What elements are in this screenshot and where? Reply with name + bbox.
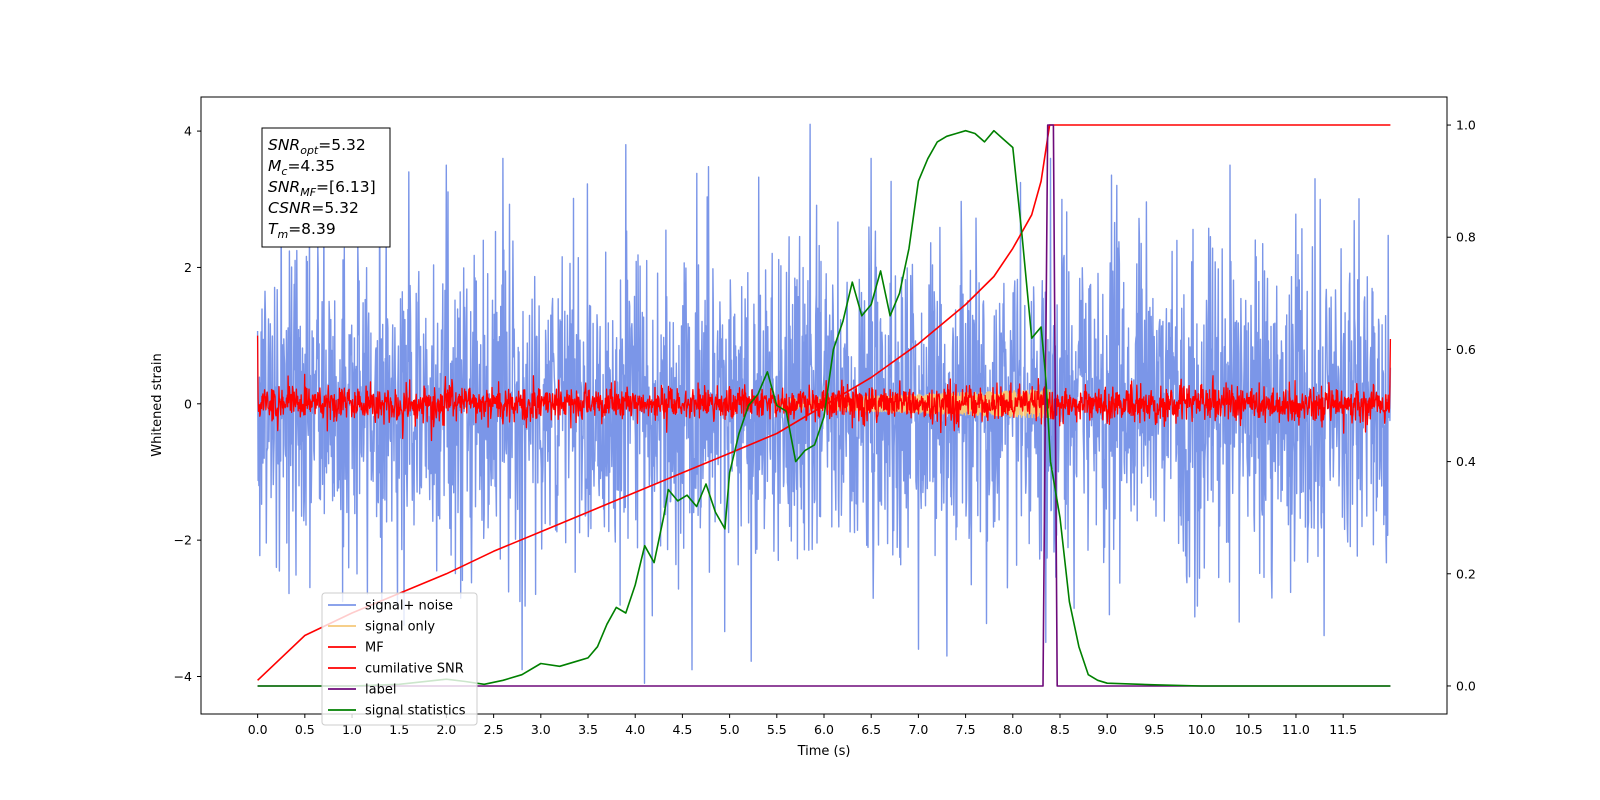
x-tick-label: 9.5	[1144, 722, 1164, 737]
series-label	[257, 124, 1391, 687]
x-tick-label: 1.5	[389, 722, 409, 737]
info-line: SNRopt=5.32	[268, 136, 366, 157]
legend: signal+ noise signal only MF cumilative SNR…	[321, 592, 478, 726]
x-tick-label: 7.0	[908, 722, 928, 737]
y-axis-title: Whitened strain	[150, 353, 165, 456]
legend-item-signal-statistics: signal statistics	[328, 704, 466, 719]
y2-tick-label: 0.4	[1456, 454, 1476, 469]
x-tick-label: 0.5	[295, 722, 315, 737]
y-tick-label: −4	[174, 669, 192, 684]
x-tick-label: 0.0	[248, 722, 268, 737]
y-tick-label: −2	[174, 533, 192, 548]
info-line: Tm=8.39	[268, 220, 336, 241]
series-mf	[256, 335, 1392, 442]
x-tick-label: 6.0	[814, 722, 834, 737]
series-line-label	[257, 124, 1391, 687]
x-axis-title: Time (s)	[797, 744, 851, 759]
x-tick-label: 2.0	[436, 722, 456, 737]
x-tick-label: 10.0	[1188, 722, 1216, 737]
info-line: Mc=4.35	[268, 157, 335, 178]
x-tick-label: 5.5	[767, 722, 787, 737]
series-line-mf	[256, 335, 1392, 442]
legend-item-cumilative-snr: cumilative SNR	[328, 662, 464, 677]
y2-tick-label: 1.0	[1456, 118, 1476, 133]
legend-label: signal statistics	[365, 704, 466, 719]
y-axis-left: −4 −2 0 2 4	[174, 124, 201, 684]
legend-label: signal only	[365, 620, 435, 635]
x-tick-label: 11.0	[1282, 722, 1310, 737]
series-line-signal-statistics	[257, 129, 1391, 687]
legend-label: signal+ noise	[365, 599, 453, 614]
series-line-signal-noise	[256, 123, 1392, 684]
y-tick-label: 0	[184, 396, 192, 411]
legend-item-signal-noise: signal+ noise	[328, 599, 453, 614]
x-tick-label: 4.5	[672, 722, 692, 737]
x-tick-label: 8.0	[1003, 722, 1023, 737]
x-tick-label: 1.0	[342, 722, 362, 737]
legend-label: MF	[365, 641, 384, 656]
info-line: CSNR=5.32	[268, 199, 359, 217]
x-tick-label: 10.5	[1235, 722, 1263, 737]
x-tick-label: 2.5	[484, 722, 504, 737]
x-axis: 0.0 0.5 1.0 1.5 2.0 2.5 3.0 3.5 4.0 4.5 5.0 5.5 6.0 6…	[248, 714, 1357, 737]
x-tick-label: 8.5	[1050, 722, 1070, 737]
y2-tick-label: 0.2	[1456, 566, 1476, 581]
x-tick-label: 7.5	[956, 722, 976, 737]
x-tick-label: 3.0	[531, 722, 551, 737]
x-tick-label: 4.0	[625, 722, 645, 737]
y-tick-label: 4	[184, 124, 192, 139]
x-tick-label: 3.5	[578, 722, 598, 737]
y-axis-right: 0.0 0.2 0.4 0.6 0.8 1.0	[1447, 118, 1476, 693]
legend-label: label	[365, 683, 396, 698]
legend-item-signal-only: signal only	[328, 620, 435, 635]
x-tick-label: 11.5	[1329, 722, 1357, 737]
series-layer	[256, 123, 1392, 687]
y2-tick-label: 0.6	[1456, 342, 1476, 357]
series-signal-statistics	[257, 129, 1391, 687]
y-tick-label: 2	[184, 260, 192, 275]
legend-label: cumilative SNR	[365, 662, 464, 677]
y2-tick-label: 0.0	[1456, 678, 1476, 693]
series-signal-noise	[256, 123, 1392, 684]
x-tick-label: 9.0	[1097, 722, 1117, 737]
info-line: SNRMF=[6.13]	[268, 178, 376, 199]
legend-frame	[321, 592, 478, 726]
legend-item-mf: MF	[328, 641, 384, 656]
info-box-frame	[261, 127, 391, 248]
x-tick-label: 6.5	[861, 722, 881, 737]
legend-item-label: label	[328, 683, 396, 698]
y2-tick-label: 0.8	[1456, 230, 1476, 245]
x-tick-label: 5.0	[720, 722, 740, 737]
